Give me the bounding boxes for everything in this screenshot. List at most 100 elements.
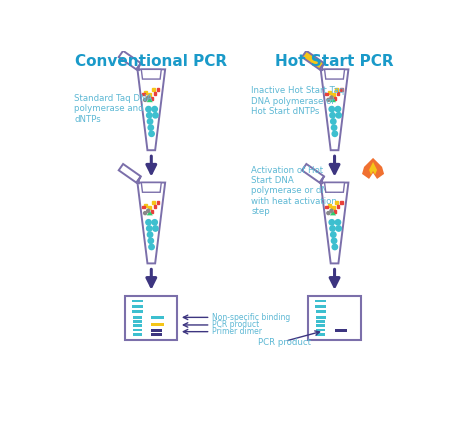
Bar	[334, 210, 337, 213]
Polygon shape	[330, 211, 336, 215]
Circle shape	[149, 131, 154, 137]
Circle shape	[336, 226, 341, 231]
Bar	[133, 320, 142, 323]
Bar	[334, 97, 337, 100]
Text: Activation of Hot
Start DNA
polymerase or dNTPs
with heat activation
step: Activation of Hot Start DNA polymerase o…	[251, 166, 343, 216]
Bar	[340, 201, 343, 204]
Bar	[157, 88, 159, 91]
Polygon shape	[321, 183, 348, 263]
Bar	[151, 329, 162, 332]
Circle shape	[152, 106, 157, 112]
Bar	[309, 296, 361, 340]
Text: Primer dimer: Primer dimer	[212, 327, 262, 336]
Bar	[335, 201, 338, 204]
Circle shape	[148, 125, 154, 130]
Bar	[328, 91, 331, 94]
Bar	[335, 88, 338, 91]
Circle shape	[146, 96, 150, 99]
Bar	[132, 300, 143, 302]
Circle shape	[336, 113, 341, 118]
Polygon shape	[137, 63, 141, 70]
Circle shape	[327, 98, 330, 101]
Polygon shape	[362, 158, 384, 179]
Bar	[316, 333, 325, 336]
Bar	[133, 333, 142, 336]
Bar	[316, 329, 325, 332]
Circle shape	[330, 113, 335, 118]
Circle shape	[146, 113, 152, 118]
Polygon shape	[302, 51, 324, 70]
Circle shape	[146, 106, 151, 112]
Polygon shape	[146, 98, 153, 102]
Bar	[151, 210, 153, 213]
Bar	[133, 324, 142, 327]
Bar	[325, 93, 328, 95]
Bar	[142, 93, 145, 95]
Circle shape	[153, 113, 158, 118]
Circle shape	[144, 212, 146, 215]
Circle shape	[329, 220, 335, 225]
Bar	[337, 92, 339, 95]
Circle shape	[330, 96, 333, 99]
Text: Non-specific binding: Non-specific binding	[212, 313, 291, 322]
Circle shape	[149, 244, 154, 250]
Polygon shape	[319, 63, 324, 70]
Bar	[148, 93, 151, 96]
Bar	[337, 205, 339, 208]
Bar	[151, 316, 164, 318]
Bar	[316, 320, 326, 323]
Polygon shape	[141, 183, 161, 192]
Polygon shape	[325, 183, 345, 192]
Bar	[154, 92, 156, 95]
Circle shape	[330, 232, 336, 237]
Bar	[315, 300, 326, 302]
Circle shape	[329, 106, 335, 112]
Circle shape	[330, 226, 335, 231]
Circle shape	[147, 119, 153, 124]
Bar	[157, 201, 159, 204]
Bar	[132, 310, 143, 313]
Circle shape	[146, 220, 151, 225]
Circle shape	[335, 220, 341, 225]
Polygon shape	[369, 162, 377, 175]
Bar	[316, 324, 325, 327]
Polygon shape	[118, 51, 141, 70]
Bar	[151, 333, 162, 336]
Polygon shape	[137, 70, 165, 150]
Bar	[151, 97, 153, 100]
Bar	[154, 205, 156, 208]
Text: PCR product: PCR product	[212, 321, 259, 329]
Circle shape	[153, 226, 158, 231]
Bar	[331, 93, 335, 96]
Polygon shape	[325, 70, 345, 79]
Circle shape	[147, 232, 153, 237]
Polygon shape	[330, 98, 336, 102]
Bar	[331, 206, 335, 209]
Polygon shape	[302, 164, 324, 183]
Polygon shape	[137, 176, 141, 183]
Polygon shape	[141, 70, 161, 79]
Bar	[335, 329, 347, 332]
Text: PCR product: PCR product	[258, 338, 311, 347]
Bar	[151, 324, 164, 326]
Bar	[125, 296, 177, 340]
Bar	[145, 204, 147, 207]
Bar	[340, 88, 343, 91]
Bar	[152, 88, 155, 91]
Circle shape	[144, 98, 146, 101]
Polygon shape	[146, 211, 153, 215]
Bar	[132, 305, 143, 308]
Text: Conventional PCR: Conventional PCR	[75, 54, 228, 69]
Bar	[328, 204, 331, 207]
Circle shape	[330, 209, 333, 212]
Circle shape	[332, 244, 337, 250]
Bar	[316, 316, 326, 318]
Bar	[316, 305, 326, 308]
Polygon shape	[319, 176, 324, 183]
Text: Standard Taq DNA
polymerase and
dNTPs: Standard Taq DNA polymerase and dNTPs	[74, 94, 153, 124]
Bar	[142, 206, 145, 209]
Bar	[133, 316, 142, 318]
Bar	[133, 329, 142, 332]
Circle shape	[335, 106, 341, 112]
Text: Inactive Hot Start Taq
DNA polymerase or
Hot Start dNTPs: Inactive Hot Start Taq DNA polymerase or…	[251, 86, 345, 116]
